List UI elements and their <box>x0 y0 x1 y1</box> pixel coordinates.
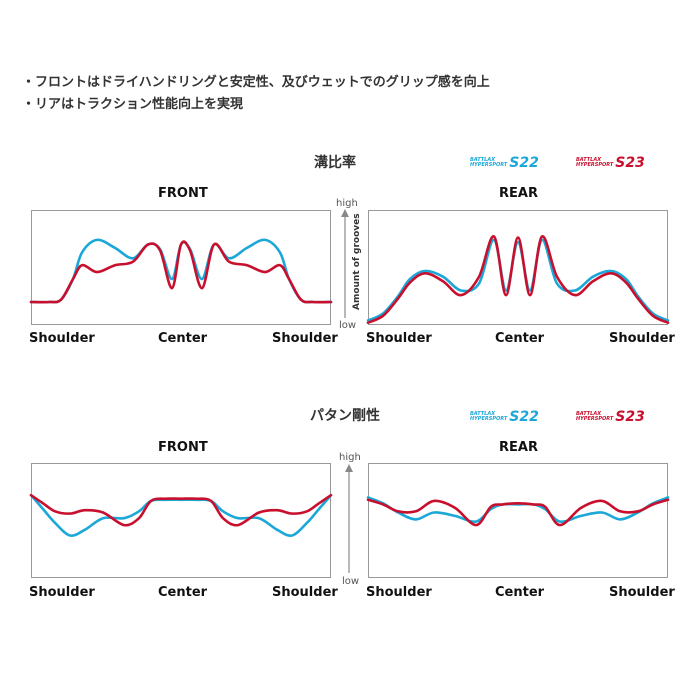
xlabel-front-shoulder-right-1: Shoulder <box>272 331 338 346</box>
plot-frame <box>368 210 668 325</box>
legend-s22-logo: BATTLAX HYPERSPORT S22 <box>470 152 539 171</box>
series-line-s23 <box>366 235 670 324</box>
axis-arrow-2 <box>345 464 353 573</box>
legend-s23-brand: BATTLAX HYPERSPORT <box>576 156 614 168</box>
rear-title-1: REAR <box>499 186 538 201</box>
xlabel-front-shoulder-left-1: Shoulder <box>29 331 95 346</box>
xlabel-rear-shoulder-left-1: Shoulder <box>366 331 432 346</box>
front-title-2: FRONT <box>158 440 208 455</box>
axis-high-2: high <box>339 452 361 463</box>
xlabel-front-shoulder-left-2: Shoulder <box>29 585 95 600</box>
xlabel-rear-shoulder-right-1: Shoulder <box>609 331 675 346</box>
axis-groove-label: Amount of grooves <box>352 213 362 310</box>
legend-s23-logo-2: BATTLAX HYPERSPORT S23 <box>576 408 645 425</box>
series-line-s23 <box>29 493 333 527</box>
xlabel-rear-center-1: Center <box>495 331 545 346</box>
legend-s22-logo-2: BATTLAX HYPERSPORT S22 <box>470 408 539 425</box>
xlabel-rear-shoulder-right-2: Shoulder <box>609 585 675 600</box>
xlabel-rear-shoulder-left-2: Shoulder <box>366 585 432 600</box>
rigidity-front-plot <box>29 463 333 578</box>
legend-s23-model: S23 <box>615 154 645 171</box>
rear-title-2: REAR <box>499 440 538 455</box>
xlabel-front-center-2: Center <box>158 585 208 600</box>
rigidity-rear-plot <box>366 463 670 578</box>
axis-arrow-1 <box>341 209 349 318</box>
xlabel-front-shoulder-right-2: Shoulder <box>272 585 338 600</box>
xlabel-front-center-1: Center <box>158 331 208 346</box>
series-line-s23 <box>366 498 670 527</box>
legend-s22-model: S22 <box>509 154 539 171</box>
bullet-rear: ・リアはトラクション性能向上を実現 <box>22 97 244 112</box>
groove-front-plot <box>29 210 333 325</box>
section-title-groove-ratio: 溝比率 <box>314 155 356 171</box>
axis-low-1: low <box>339 320 357 331</box>
plot-frame <box>31 210 331 325</box>
feature-bullets: ・フロントはドライハンドリングと安定性、及びウェットでのグリップ感を向上 ・リア… <box>22 72 490 116</box>
front-title-1: FRONT <box>158 186 208 201</box>
legend-s23-logo: BATTLAX HYPERSPORT S23 <box>576 152 645 171</box>
xlabel-rear-center-2: Center <box>495 585 545 600</box>
section-title-pattern-rigidity: パタン剛性 <box>310 408 380 424</box>
groove-rear-plot <box>366 210 670 325</box>
legend-s22-brand: BATTLAX HYPERSPORT <box>470 156 508 168</box>
plot-frame <box>368 463 668 578</box>
bullet-front: ・フロントはドライハンドリングと安定性、及びウェットでのグリップ感を向上 <box>22 75 490 90</box>
axis-high-1: high <box>336 198 358 209</box>
axis-low-2: low <box>342 576 360 587</box>
series-line-s23 <box>29 240 333 304</box>
plot-frame <box>31 463 331 578</box>
series-line-s22 <box>366 238 670 322</box>
